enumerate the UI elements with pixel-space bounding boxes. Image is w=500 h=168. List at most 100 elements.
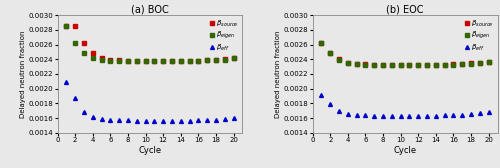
- $\beta_{eigen}$: [125, 60, 131, 62]
- $\beta_{eff}$: [125, 119, 131, 121]
- $\beta_{source}$: [433, 64, 439, 66]
- $\beta_{eff}$: [389, 115, 395, 117]
- $\beta_{eigen}$: [318, 42, 324, 44]
- $\beta_{eigen}$: [354, 63, 360, 65]
- $\beta_{eigen}$: [64, 25, 70, 27]
- X-axis label: Cycle: Cycle: [394, 146, 416, 155]
- $\beta_{eff}$: [362, 114, 368, 116]
- $\beta_{eff}$: [354, 114, 360, 116]
- $\beta_{eigen}$: [372, 64, 378, 66]
- Title: (a) BOC: (a) BOC: [131, 4, 169, 14]
- $\beta_{source}$: [204, 59, 210, 61]
- $\beta_{eigen}$: [108, 59, 114, 61]
- $\beta_{eigen}$: [116, 60, 122, 62]
- $\beta_{source}$: [406, 64, 412, 66]
- $\beta_{source}$: [222, 58, 228, 60]
- $\beta_{source}$: [372, 64, 378, 66]
- $\beta_{source}$: [152, 60, 158, 62]
- $\beta_{source}$: [486, 61, 492, 63]
- $\beta_{source}$: [186, 60, 192, 62]
- $\beta_{source}$: [125, 60, 131, 62]
- $\beta_{eff}$: [433, 115, 439, 117]
- $\beta_{eigen}$: [416, 64, 422, 66]
- $\beta_{source}$: [380, 64, 386, 66]
- $\beta_{eigen}$: [380, 64, 386, 66]
- $\beta_{eff}$: [186, 120, 192, 122]
- $\beta_{eigen}$: [486, 61, 492, 63]
- $\beta_{eigen}$: [477, 62, 483, 64]
- $\beta_{eigen}$: [406, 64, 412, 66]
- $\beta_{source}$: [327, 52, 333, 54]
- $\beta_{source}$: [160, 60, 166, 62]
- $\beta_{eigen}$: [178, 60, 184, 62]
- $\beta_{eff}$: [398, 115, 404, 117]
- $\beta_{eff}$: [336, 110, 342, 112]
- $\beta_{source}$: [345, 61, 351, 64]
- $\beta_{source}$: [116, 59, 122, 61]
- $\beta_{eigen}$: [186, 60, 192, 62]
- $\beta_{eff}$: [116, 119, 122, 121]
- Y-axis label: Delayed neutron fraction: Delayed neutron fraction: [20, 30, 26, 118]
- $\beta_{source}$: [169, 60, 175, 62]
- $\beta_{eigen}$: [134, 60, 140, 62]
- $\beta_{eigen}$: [196, 59, 202, 61]
- Line: $\beta_{eff}$: $\beta_{eff}$: [64, 80, 235, 123]
- $\beta_{eigen}$: [327, 52, 333, 54]
- $\beta_{source}$: [142, 60, 148, 62]
- $\beta_{source}$: [362, 63, 368, 65]
- Legend: $\beta_{source}$, $\beta_{eigen}$, $\beta_{eff}$: $\beta_{source}$, $\beta_{eigen}$, $\bet…: [208, 16, 241, 55]
- $\beta_{eigen}$: [460, 63, 466, 65]
- $\beta_{source}$: [178, 60, 184, 62]
- $\beta_{eff}$: [416, 115, 422, 117]
- $\beta_{eigen}$: [72, 42, 78, 44]
- $\beta_{eigen}$: [336, 59, 342, 61]
- $\beta_{eigen}$: [204, 59, 210, 61]
- $\beta_{eigen}$: [442, 64, 448, 66]
- $\beta_{source}$: [64, 25, 70, 27]
- $\beta_{eff}$: [160, 120, 166, 122]
- Line: $\beta_{source}$: $\beta_{source}$: [64, 24, 235, 63]
- Legend: $\beta_{source}$, $\beta_{eigen}$, $\beta_{eff}$: $\beta_{source}$, $\beta_{eigen}$, $\bet…: [463, 16, 496, 55]
- $\beta_{source}$: [398, 64, 404, 66]
- $\beta_{source}$: [468, 62, 474, 65]
- $\beta_{source}$: [416, 64, 422, 66]
- $\beta_{source}$: [354, 63, 360, 65]
- $\beta_{eff}$: [406, 115, 412, 117]
- $\beta_{eigen}$: [468, 63, 474, 65]
- $\beta_{source}$: [450, 63, 456, 65]
- $\beta_{eigen}$: [345, 62, 351, 64]
- $\beta_{eigen}$: [389, 64, 395, 66]
- $\beta_{source}$: [460, 63, 466, 65]
- Y-axis label: Delayed neutron fraction: Delayed neutron fraction: [275, 30, 281, 118]
- $\beta_{eff}$: [134, 120, 140, 122]
- $\beta_{source}$: [90, 52, 96, 54]
- $\beta_{eff}$: [468, 113, 474, 115]
- $\beta_{eff}$: [196, 119, 202, 121]
- Line: $\beta_{eff}$: $\beta_{eff}$: [320, 93, 490, 118]
- $\beta_{source}$: [134, 60, 140, 62]
- Line: $\beta_{eigen}$: $\beta_{eigen}$: [64, 24, 235, 63]
- $\beta_{eigen}$: [152, 60, 158, 62]
- $\beta_{source}$: [72, 25, 78, 27]
- $\beta_{eff}$: [327, 103, 333, 106]
- $\beta_{source}$: [477, 62, 483, 64]
- $\beta_{eigen}$: [81, 52, 87, 54]
- $\beta_{eff}$: [90, 116, 96, 118]
- $\beta_{eff}$: [142, 120, 148, 122]
- $\beta_{source}$: [81, 42, 87, 44]
- Line: $\beta_{eigen}$: $\beta_{eigen}$: [320, 41, 490, 67]
- $\beta_{eff}$: [345, 113, 351, 115]
- $\beta_{eigen}$: [90, 57, 96, 59]
- $\beta_{eff}$: [152, 120, 158, 122]
- $\beta_{eff}$: [72, 97, 78, 99]
- $\beta_{eigen}$: [230, 57, 236, 59]
- $\beta_{eigen}$: [213, 59, 219, 61]
- $\beta_{eff}$: [460, 114, 466, 116]
- $\beta_{eigen}$: [450, 64, 456, 66]
- $\beta_{eff}$: [204, 119, 210, 121]
- $\beta_{eff}$: [81, 111, 87, 113]
- $\beta_{eff}$: [318, 94, 324, 96]
- $\beta_{eigen}$: [142, 60, 148, 62]
- $\beta_{eff}$: [213, 119, 219, 121]
- $\beta_{eigen}$: [398, 64, 404, 66]
